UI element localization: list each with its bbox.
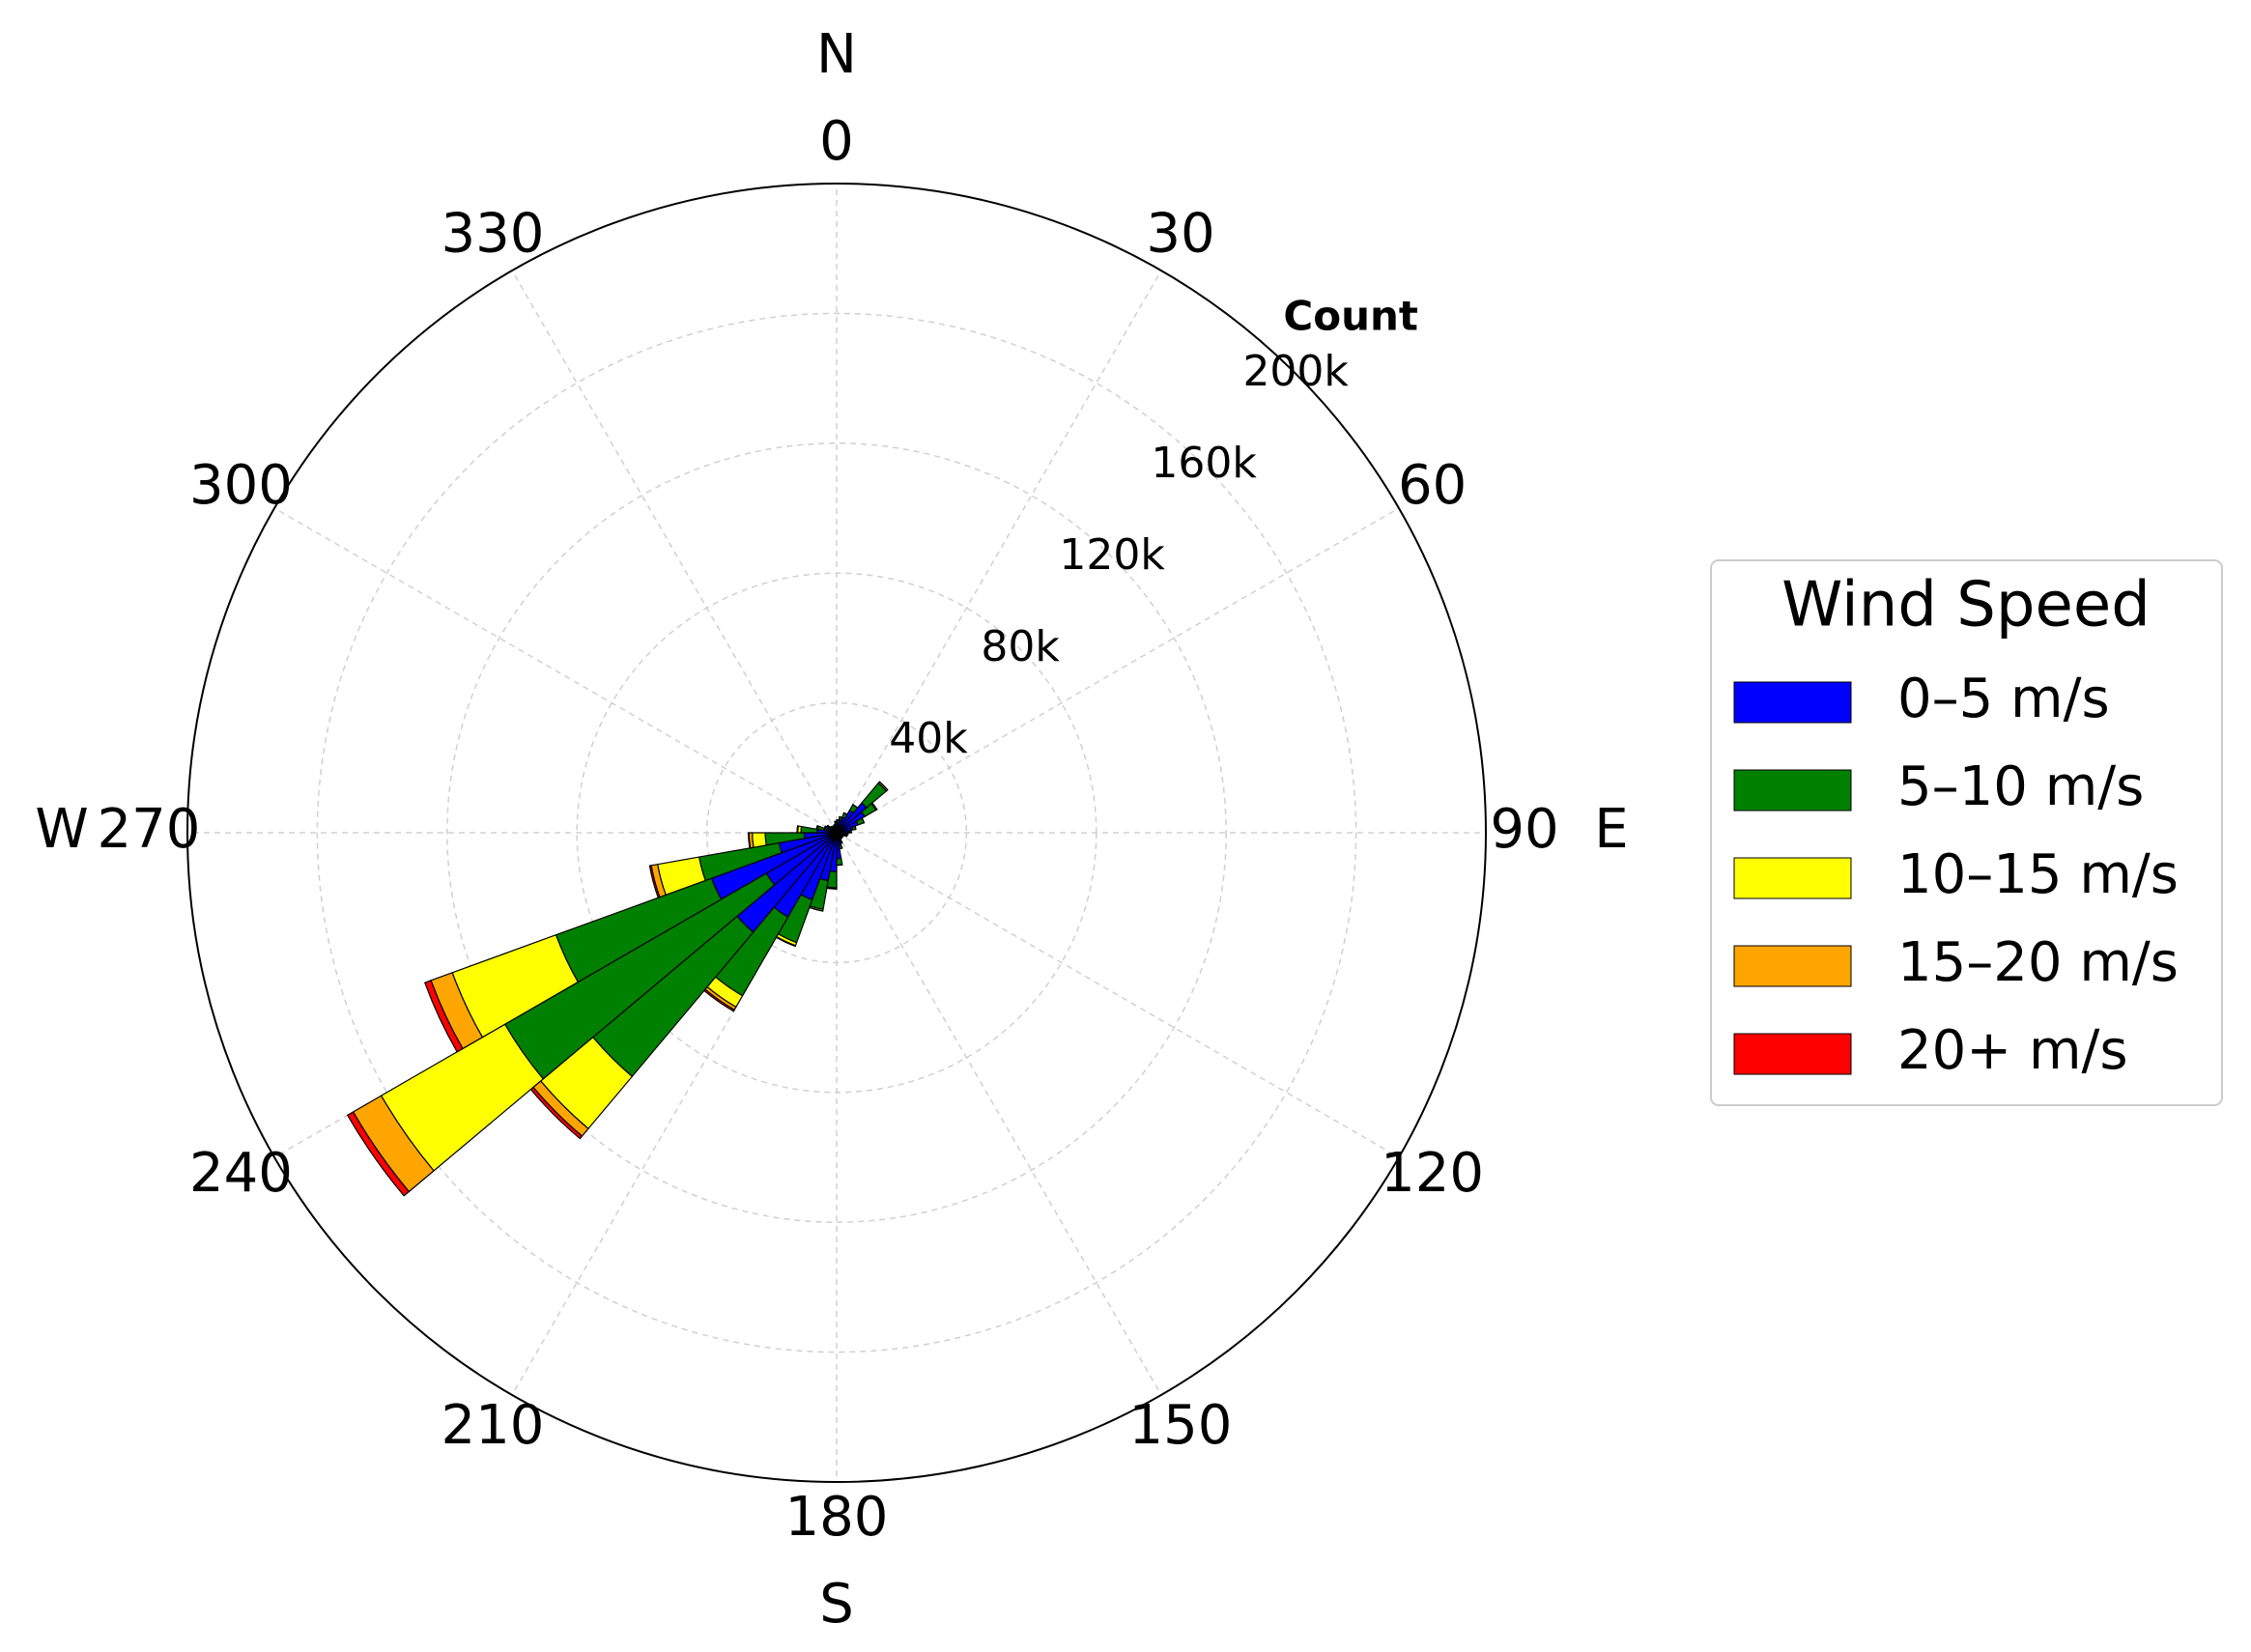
grid-line (836, 270, 1162, 834)
wedge (823, 825, 826, 830)
wedge (648, 865, 661, 898)
grid-line (836, 832, 1162, 1396)
grid-line (836, 507, 1400, 834)
wedge (840, 841, 843, 844)
radial-tick-label: 120k (1059, 530, 1165, 580)
grid-line (511, 270, 838, 834)
grid-line (836, 832, 1400, 1158)
wedge (845, 834, 848, 838)
wedge (836, 857, 843, 867)
wedge (836, 864, 843, 867)
wedge (871, 802, 878, 811)
angle-tick-label: 240 (189, 1142, 293, 1205)
wedge (832, 825, 835, 827)
legend-swatch (1733, 857, 1852, 899)
grid-circle (316, 312, 1357, 1353)
grid-circle (446, 442, 1227, 1223)
radial-tick-label: 200k (1242, 347, 1349, 396)
legend-swatch (1733, 769, 1852, 812)
plot-area (186, 183, 1487, 1483)
angle-tick-label: 210 (442, 1394, 545, 1457)
wedge (748, 832, 752, 849)
legend-label: 15–20 m/s (1897, 931, 2179, 994)
compass-label: W (35, 798, 88, 861)
radial-tick-label: 80k (981, 622, 1060, 671)
compass-label: E (1594, 798, 1628, 861)
wedge (854, 825, 857, 831)
wedge (347, 1111, 410, 1197)
legend-swatch (1733, 1033, 1852, 1075)
angle-tick-label: 150 (1129, 1394, 1233, 1457)
angle-tick-label: 30 (1146, 203, 1214, 266)
wedge (752, 832, 767, 848)
compass-label: N (816, 23, 857, 86)
angle-tick-label: 180 (785, 1486, 889, 1549)
legend-label: 5–10 m/s (1897, 755, 2144, 818)
radial-tick-label: 40k (889, 714, 968, 763)
wedge (839, 815, 843, 818)
wedge (775, 936, 796, 948)
angle-tick-label: 270 (98, 798, 201, 861)
wedge (839, 847, 843, 850)
wedge (424, 980, 464, 1053)
wedge (796, 825, 799, 834)
radial-axis-label: Count (1283, 292, 1418, 339)
wedge (878, 781, 889, 791)
legend-label: 20+ m/s (1897, 1019, 2128, 1082)
wedge (815, 825, 818, 830)
wedge (829, 825, 833, 829)
wedge (703, 988, 735, 1012)
angle-tick-label: 120 (1381, 1142, 1484, 1205)
angle-tick-label: 0 (819, 110, 854, 173)
angle-tick-label: 60 (1398, 454, 1467, 517)
compass-label: S (819, 1573, 854, 1636)
legend-swatch (1733, 681, 1852, 724)
legend-title: Wind Speed (1781, 570, 2151, 641)
wedge (529, 1086, 584, 1140)
legend-swatch (1733, 945, 1852, 987)
wedge (826, 887, 838, 890)
angle-tick-label: 300 (189, 454, 293, 517)
grid-line (273, 507, 838, 834)
angle-tick-label: 330 (442, 203, 545, 266)
legend-label: 0–5 m/s (1897, 668, 2110, 730)
legend-label: 10–15 m/s (1897, 843, 2179, 906)
radial-tick-label: 160k (1151, 439, 1257, 488)
wedge (826, 824, 829, 828)
wedge (861, 817, 866, 824)
wedge (842, 812, 848, 815)
polar-frame (186, 183, 1487, 1483)
angle-tick-label: 90 (1490, 798, 1558, 861)
wedge (809, 906, 824, 912)
wedge (852, 804, 859, 809)
